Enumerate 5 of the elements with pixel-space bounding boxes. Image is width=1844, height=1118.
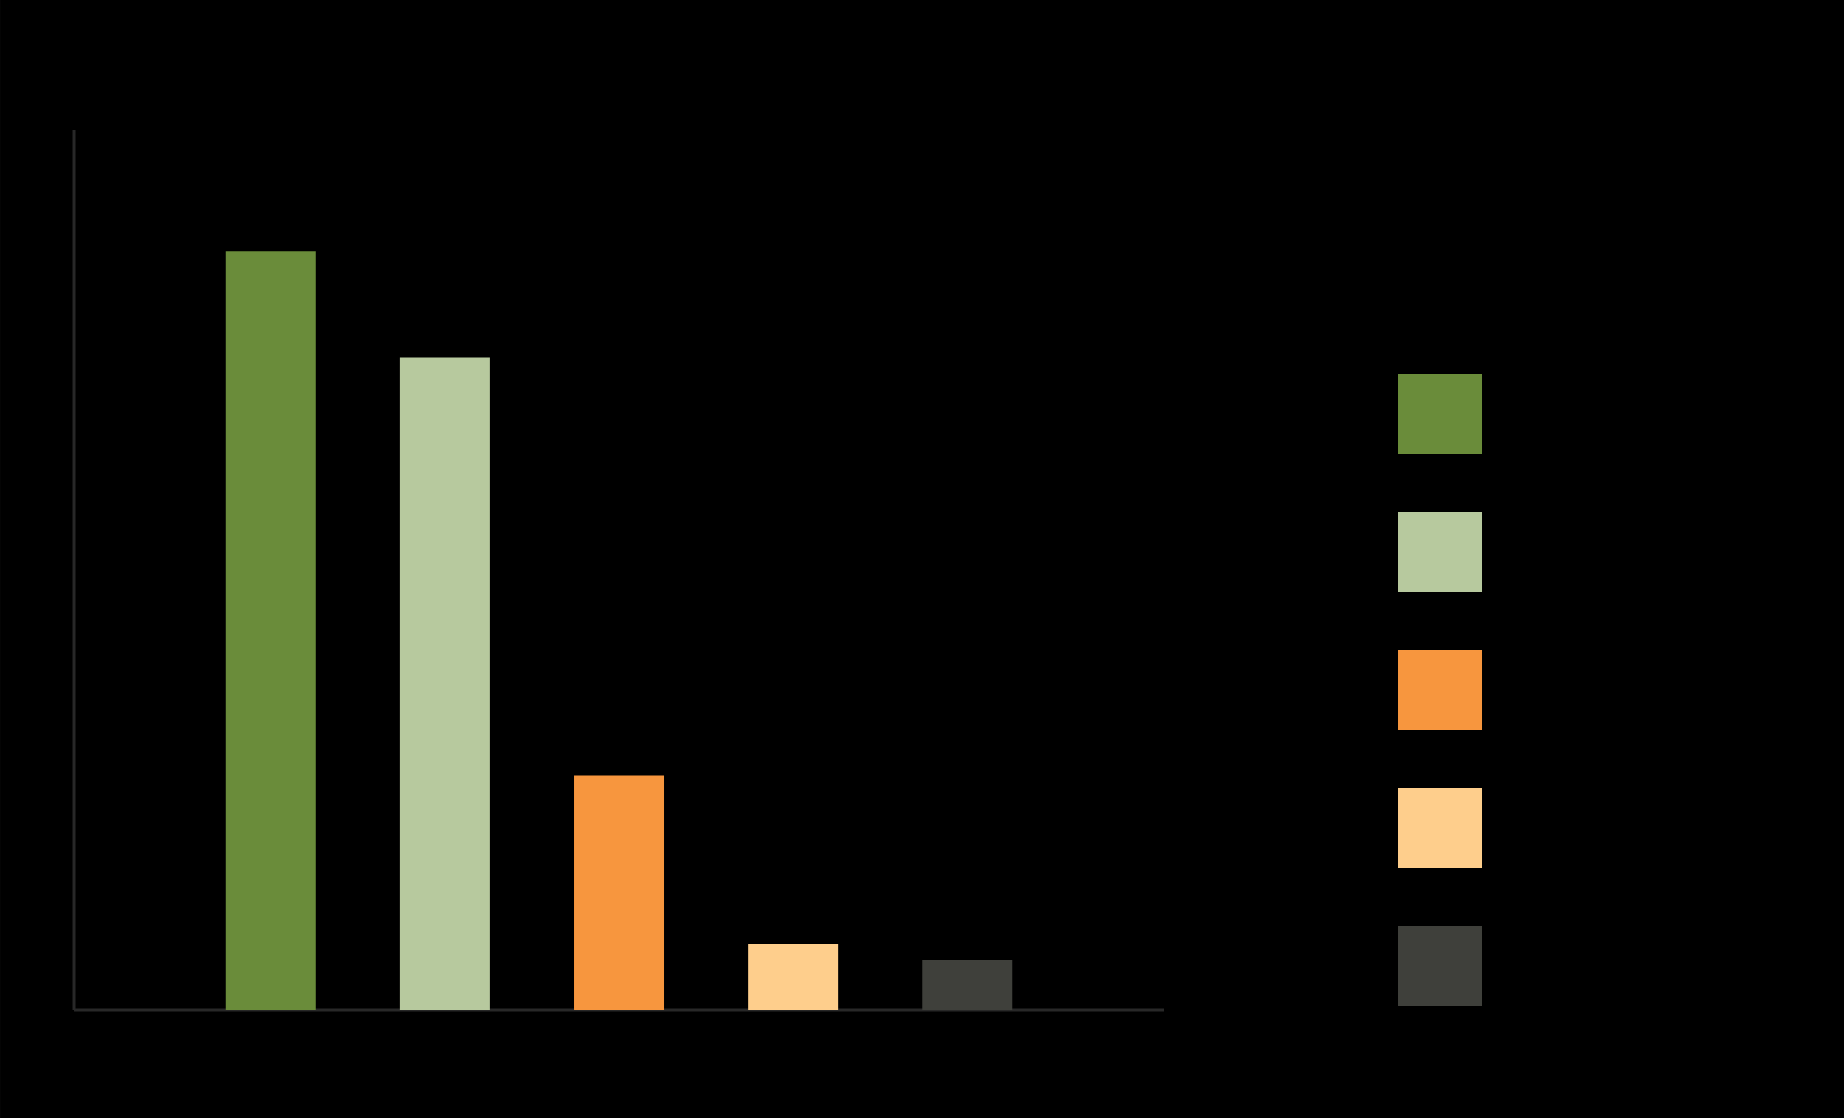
bar: [225, 251, 316, 1010]
bar: [574, 775, 665, 1010]
bar: [399, 357, 490, 1010]
bar: [922, 959, 1013, 1010]
bar: [748, 943, 839, 1010]
